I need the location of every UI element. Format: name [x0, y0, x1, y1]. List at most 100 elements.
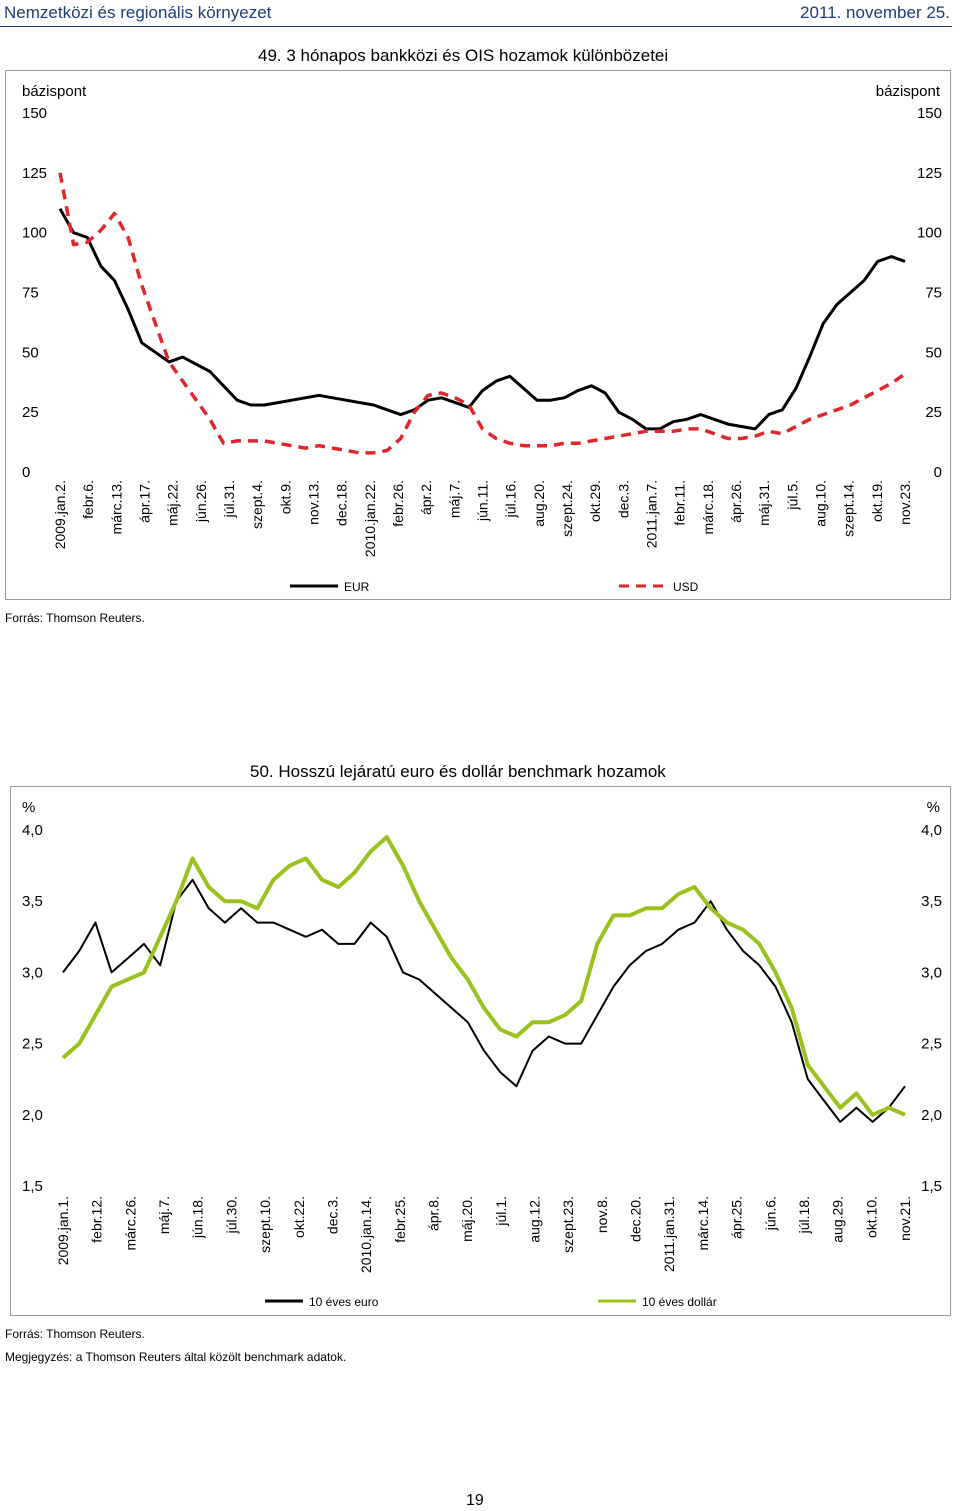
chart1-svg: bázispont bázispont 0 0 25 25 50 50 75 75 100 100 12…	[22, 83, 942, 594]
chart1-source: Forrás: Thomson Reuters.	[5, 611, 145, 625]
chart2-note: Megjegyzés: a Thomson Reuters által közö…	[5, 1350, 347, 1364]
x-tick-label: jún.6.	[762, 1196, 778, 1231]
y-tick-label-right: 1,5	[921, 1178, 942, 1195]
x-tick-label: dec.20.	[628, 1196, 644, 1242]
x-tick-label: júl.5.	[784, 480, 800, 511]
y-tick-label-right: 25	[925, 404, 942, 421]
legend-label-1: 10 éves dollár	[642, 1295, 717, 1309]
y-tick-label-left: 25	[22, 404, 39, 421]
x-tick-label: nov.8.	[594, 1196, 610, 1233]
y-tick-label-right: 50	[925, 344, 942, 361]
x-tick-label: nov.23.	[897, 480, 913, 525]
x-tick-label: nov.21.	[897, 1196, 913, 1241]
header-rule	[0, 26, 952, 27]
legend-label-0: EUR	[344, 580, 370, 594]
y-tick-label-left: 2,0	[22, 1107, 43, 1124]
x-tick-label: aug.12.	[527, 1196, 543, 1243]
x-tick-label: szept.4.	[249, 480, 265, 529]
x-tick-label: 2011.jan.31.	[661, 1196, 677, 1272]
x-tick-label: 2010.jan.14.	[358, 1196, 374, 1273]
x-tick-label: okt.29.	[587, 480, 603, 522]
x-tick-label: dec.3.	[615, 480, 631, 518]
series-line-0	[62, 878, 906, 1123]
x-tick-label: ápr.2.	[418, 480, 434, 515]
section-title: Nemzetközi és regionális környezet	[4, 3, 272, 22]
x-tick-label: 2009.jan.1.	[55, 1196, 71, 1265]
x-tick-label: febr.25.	[392, 1196, 408, 1243]
chart1-frame	[5, 70, 951, 600]
y-tick-label-left: 1,5	[22, 1178, 43, 1195]
y-axis-unit-left: bázispont	[22, 83, 87, 100]
x-tick-label: szept.10.	[257, 1196, 273, 1253]
x-tick-label: aug.20.	[531, 480, 547, 527]
y-tick-label-left: 2,5	[22, 1036, 43, 1053]
y-tick-label-left: 150	[22, 105, 47, 122]
chart1-title: 49. 3 hónapos bankközi és OIS hozamok kü…	[258, 46, 669, 65]
y-tick-label-left: 0	[22, 464, 30, 481]
x-tick-label: máj.22.	[165, 480, 181, 526]
y-axis-unit-left: %	[22, 799, 35, 816]
x-tick-label: máj.7.	[446, 480, 462, 518]
y-tick-label-right: 4,0	[921, 822, 942, 839]
x-tick-label: nov.13.	[306, 480, 322, 525]
x-tick-label: okt.10.	[863, 1196, 879, 1238]
y-tick-label-right: 75	[925, 285, 942, 302]
chart2-svg: % % 1,5 1,5 2,0 2,0 2,5 2,5 3,0 3,0 3,5 3,5 4,0 4,0 20…	[22, 799, 942, 1309]
page-header: Nemzetközi és regionális környezet 2011.…	[0, 0, 960, 30]
page-number: 19	[466, 1492, 484, 1509]
x-tick-label: jún.11.	[475, 480, 491, 522]
publication-date: 2011. november 25.	[800, 3, 950, 22]
y-tick-label-right: 0	[934, 464, 942, 481]
x-tick-label: 2010.jan.22.	[362, 480, 378, 557]
x-tick-label: ápr.26.	[728, 480, 744, 523]
y-tick-label-right: 100	[917, 225, 942, 242]
x-tick-label: márc.14.	[695, 1196, 711, 1250]
x-tick-label: márc.26.	[122, 1196, 138, 1250]
x-tick-label: 2011.jan.7.	[644, 480, 660, 548]
x-tick-label: ápr.17.	[137, 480, 153, 523]
x-tick-label: máj.20.	[459, 1196, 475, 1242]
x-tick-label: febr.6.	[80, 480, 96, 519]
y-tick-label-left: 3,0	[22, 964, 43, 981]
series-line-0	[58, 207, 906, 431]
x-tick-label: ápr.8.	[425, 1196, 441, 1231]
y-axis-unit-right: bázispont	[876, 83, 941, 100]
x-tick-label: 2009.jan.2.	[52, 480, 68, 549]
x-tick-label: jún.18.	[190, 1196, 206, 1239]
x-tick-label: júl.31.	[221, 480, 237, 518]
x-tick-label: júl.1.	[493, 1196, 509, 1227]
chart2-title: 50. Hosszú lejáratú euro és dollár bench…	[250, 762, 666, 781]
x-tick-label: febr.12.	[89, 1196, 105, 1243]
y-tick-label-left: 50	[22, 344, 39, 361]
y-tick-label-right: 125	[917, 165, 942, 182]
x-tick-label: okt.19.	[869, 480, 885, 522]
x-tick-label: jún.26.	[193, 480, 209, 523]
y-tick-label-left: 125	[22, 165, 47, 182]
x-tick-label: aug.29.	[830, 1196, 846, 1243]
legend-label-0: 10 éves euro	[309, 1295, 379, 1309]
x-tick-label: ápr.25.	[729, 1196, 745, 1239]
x-tick-label: máj.31.	[756, 480, 772, 526]
series-line-1	[58, 172, 907, 455]
x-tick-label: dec.3.	[324, 1196, 340, 1234]
y-axis-unit-right: %	[927, 799, 940, 816]
y-tick-label-left: 4,0	[22, 822, 43, 839]
y-tick-label-left: 75	[22, 285, 39, 302]
y-tick-label-right: 3,5	[921, 893, 942, 910]
series-line-1	[61, 835, 906, 1117]
chart2-source: Forrás: Thomson Reuters.	[5, 1327, 145, 1341]
x-tick-label: máj.7.	[156, 1196, 172, 1234]
x-tick-label: szept.14.	[841, 480, 857, 537]
y-tick-label-right: 2,0	[921, 1107, 942, 1124]
y-tick-label-right: 3,0	[921, 964, 942, 981]
x-tick-label: dec.18.	[334, 480, 350, 526]
x-tick-label: júl.16.	[503, 480, 519, 518]
x-tick-label: okt.22.	[291, 1196, 307, 1238]
x-tick-label: szept.23.	[560, 1196, 576, 1253]
x-tick-label: márc.18.	[700, 480, 716, 534]
y-tick-label-left: 3,5	[22, 893, 43, 910]
x-tick-label: okt.9.	[277, 480, 293, 514]
y-tick-label-right: 2,5	[921, 1036, 942, 1053]
x-tick-label: szept.24.	[559, 480, 575, 537]
x-tick-label: júl.18.	[796, 1196, 812, 1234]
